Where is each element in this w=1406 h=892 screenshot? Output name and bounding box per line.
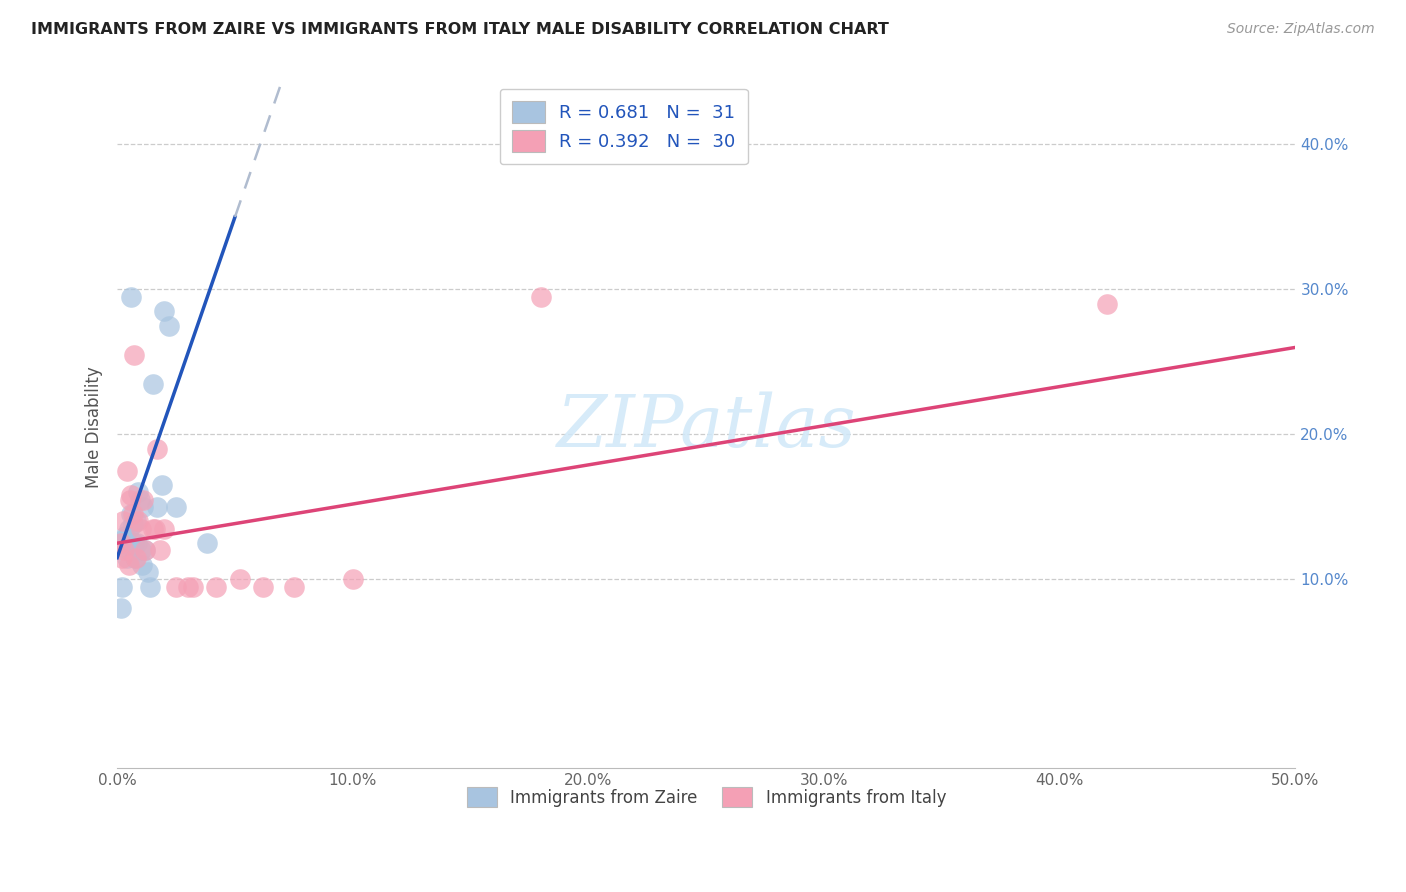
Point: [120, 507, 142, 521]
Point: [131, 558, 153, 572]
Point: [112, 515, 135, 529]
Point: [132, 492, 155, 507]
Point: [195, 536, 218, 550]
Point: [157, 318, 180, 333]
Point: [283, 580, 305, 594]
Point: [121, 517, 143, 532]
Point: [134, 543, 156, 558]
Point: [112, 543, 135, 558]
Point: [120, 290, 142, 304]
Point: [120, 492, 142, 507]
Legend: Immigrants from Zaire, Immigrants from Italy: Immigrants from Zaire, Immigrants from I…: [460, 780, 953, 814]
Point: [111, 550, 134, 565]
Point: [129, 543, 152, 558]
Point: [128, 492, 150, 507]
Point: [146, 442, 169, 456]
Point: [136, 565, 159, 579]
Point: [141, 376, 163, 391]
Point: [143, 522, 166, 536]
Point: [121, 507, 143, 521]
Point: [118, 558, 141, 572]
Point: [165, 500, 187, 514]
Point: [127, 515, 149, 529]
Point: [129, 522, 152, 536]
Point: [117, 543, 139, 558]
Point: [165, 580, 187, 594]
Point: [110, 536, 132, 550]
Point: [181, 580, 204, 594]
Point: [114, 529, 136, 543]
Point: [118, 522, 141, 536]
Point: [252, 580, 274, 594]
Point: [127, 536, 149, 550]
Point: [124, 550, 146, 565]
Point: [150, 478, 173, 492]
Point: [125, 550, 148, 565]
Point: [146, 500, 169, 514]
Point: [112, 532, 135, 546]
Point: [139, 580, 162, 594]
Point: [120, 488, 142, 502]
Point: [205, 580, 228, 594]
Point: [120, 543, 142, 558]
Point: [125, 515, 148, 529]
Point: [122, 536, 145, 550]
Y-axis label: Male Disability: Male Disability: [86, 367, 103, 488]
Point: [153, 522, 176, 536]
Point: [149, 543, 172, 558]
Text: Source: ZipAtlas.com: Source: ZipAtlas.com: [1227, 22, 1375, 37]
Point: [110, 601, 132, 615]
Point: [177, 580, 200, 594]
Point: [132, 500, 155, 514]
Point: [342, 573, 364, 587]
Point: [141, 522, 163, 536]
Point: [115, 464, 138, 478]
Point: [122, 348, 145, 362]
Text: IMMIGRANTS FROM ZAIRE VS IMMIGRANTS FROM ITALY MALE DISABILITY CORRELATION CHART: IMMIGRANTS FROM ZAIRE VS IMMIGRANTS FROM…: [31, 22, 889, 37]
Point: [127, 485, 149, 500]
Point: [112, 536, 135, 550]
Point: [115, 550, 138, 565]
Point: [134, 543, 156, 558]
Point: [153, 304, 176, 318]
Point: [1095, 297, 1118, 311]
Point: [229, 573, 252, 587]
Text: ZIPatlas: ZIPatlas: [557, 392, 856, 462]
Point: [530, 290, 553, 304]
Point: [111, 580, 134, 594]
